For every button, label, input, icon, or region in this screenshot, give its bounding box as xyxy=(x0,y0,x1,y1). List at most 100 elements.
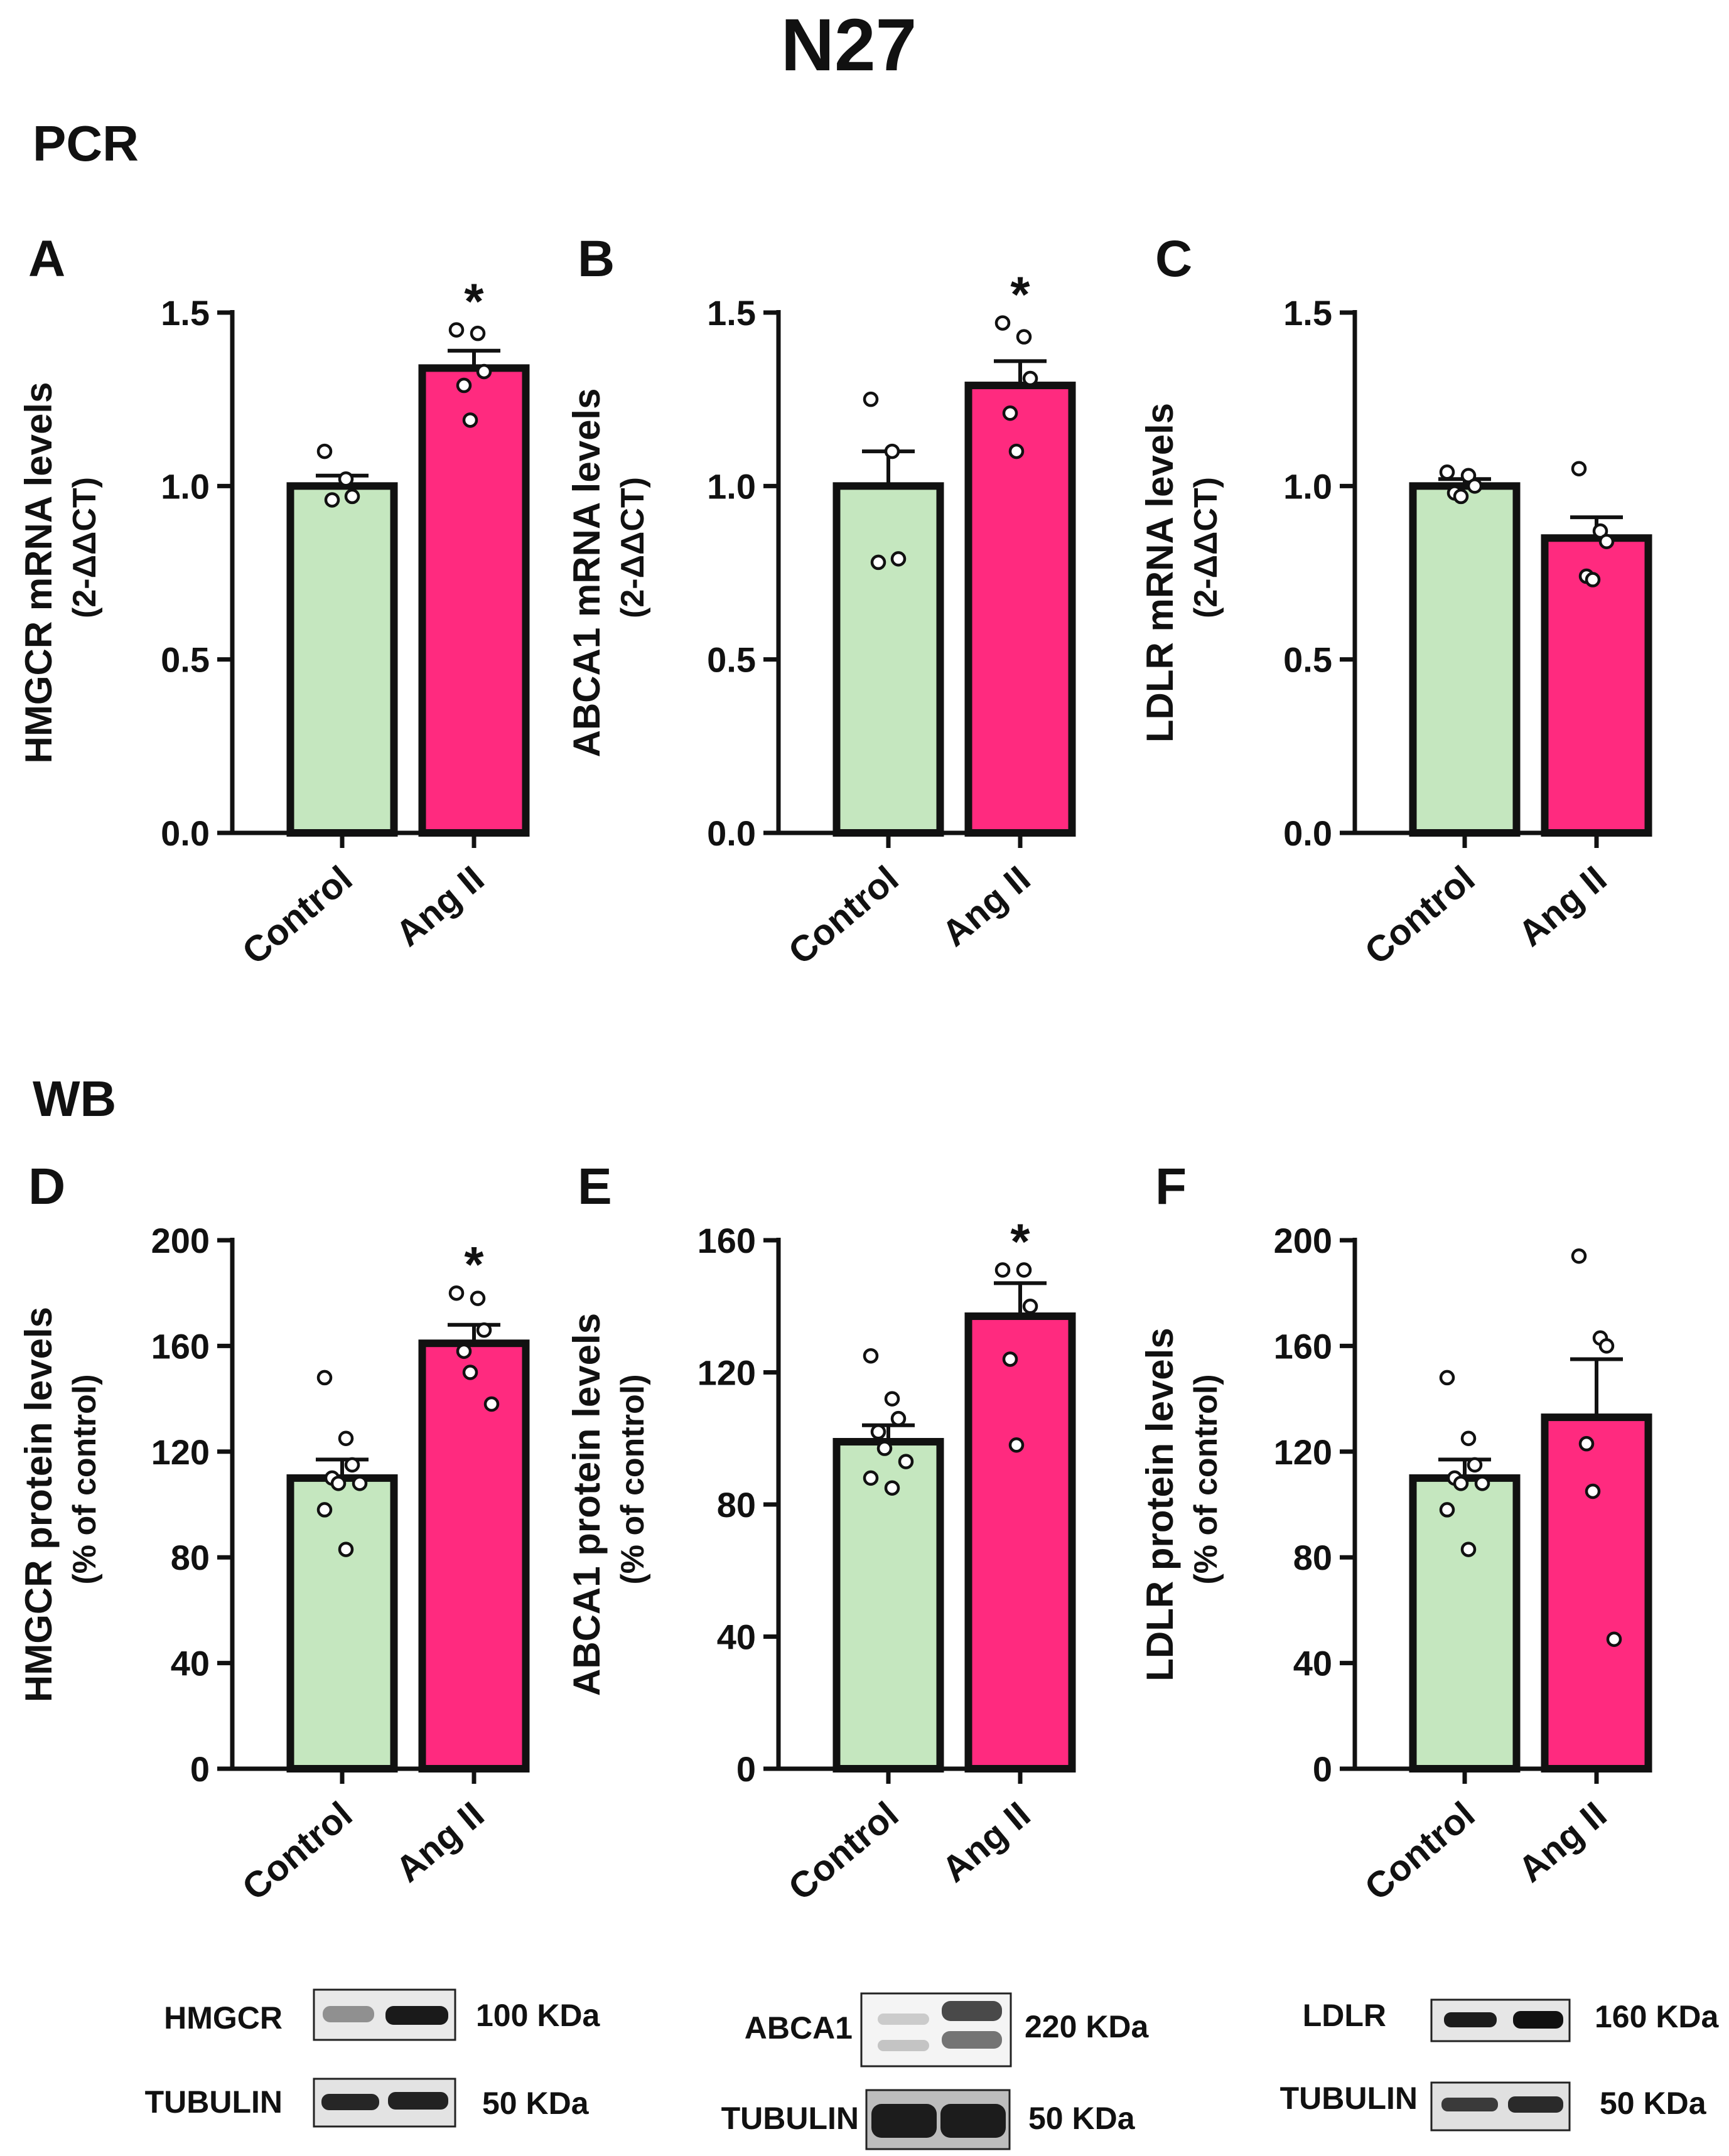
significance-marker: * xyxy=(464,274,484,330)
y-tick-label: 80 xyxy=(171,1538,210,1577)
data-point xyxy=(1571,461,1587,476)
data-point xyxy=(1571,1248,1587,1264)
data-point xyxy=(1022,370,1038,387)
data-point xyxy=(1002,1351,1018,1367)
y-axis-label: LDLR mRNA levels xyxy=(1139,403,1181,743)
y-tick-label: 200 xyxy=(1274,1221,1332,1260)
y-tick-label: 0 xyxy=(1313,1749,1332,1789)
blot-image-tubulin xyxy=(1430,2081,1571,2132)
panel-letter: F xyxy=(1155,1158,1187,1215)
x-tick-label: Control xyxy=(781,1794,907,1908)
y-tick-label: 1.0 xyxy=(1283,466,1332,506)
data-point xyxy=(870,554,886,571)
y-axis-label: HMGCR mRNA levels xyxy=(18,382,60,764)
blot-group-f: LDLR 160 KDa TUBULIN 50 KDa xyxy=(1280,1998,1720,2132)
data-point xyxy=(324,492,340,508)
y-tick-label: 0 xyxy=(736,1749,756,1789)
y-tick-label: 160 xyxy=(1274,1326,1332,1366)
y-tick-label: 1.0 xyxy=(161,466,210,506)
y-axis-label: HMGCR protein levels xyxy=(18,1307,60,1702)
y-axis-label: LDLR protein levels xyxy=(1139,1327,1181,1681)
data-point xyxy=(898,1454,914,1469)
data-point xyxy=(1467,478,1483,494)
section-label-wb: WB xyxy=(33,1071,116,1127)
chart-panel-d: D 0 40 80 120 160 200 Control Ang II * HMGCR prote… xyxy=(18,1158,530,1908)
y-tick-label: 80 xyxy=(717,1485,756,1525)
y-axis-sublabel: (% of control) xyxy=(67,1374,103,1584)
blot-size-label: 160 KDa xyxy=(1595,1999,1720,2034)
data-point xyxy=(1460,1542,1477,1557)
chart-panel-a: A 0.0 0.5 1.0 1.5 Control Ang II * HMGCR mRNA le… xyxy=(18,230,530,972)
blot-group-e: ABCA1 220 KDa TUBULIN 50 KDa xyxy=(721,1992,1150,2150)
blot-protein-label: TUBULIN xyxy=(1280,2081,1418,2116)
y-tick-label: 160 xyxy=(151,1326,210,1366)
y-tick-label: 0.0 xyxy=(707,813,756,853)
data-point xyxy=(1016,1262,1032,1278)
data-point xyxy=(1439,464,1455,480)
y-axis-sublabel: (% of control) xyxy=(1188,1374,1224,1584)
y-tick-label: 0.5 xyxy=(161,640,210,680)
y-tick-label: 1.5 xyxy=(707,293,756,333)
blot-protein-label: TUBULIN xyxy=(145,2084,283,2120)
bar-ang-ii xyxy=(418,364,530,837)
data-point xyxy=(863,391,879,407)
data-point xyxy=(1022,1299,1038,1314)
bar-control xyxy=(1409,1474,1521,1773)
x-tick-label: Control xyxy=(235,858,360,972)
blot-size-label: 220 KDa xyxy=(1025,2009,1150,2044)
data-point xyxy=(470,325,486,341)
data-point xyxy=(352,1476,368,1491)
data-point xyxy=(456,1343,472,1360)
x-tick-label: Control xyxy=(1357,1794,1483,1908)
data-point xyxy=(884,1480,900,1496)
data-point xyxy=(476,1322,492,1338)
blot-image-abca1 xyxy=(860,1992,1012,2068)
data-point xyxy=(884,1391,900,1407)
y-tick-label: 1.0 xyxy=(707,466,756,506)
x-tick-label: Control xyxy=(781,858,907,972)
x-tick-label: Ang II xyxy=(1511,1794,1614,1890)
y-tick-label: 1.5 xyxy=(161,293,210,333)
blot-image-tubulin xyxy=(313,2078,456,2128)
bar-control xyxy=(832,482,944,837)
data-point xyxy=(1585,1483,1601,1499)
significance-marker: * xyxy=(1010,267,1030,323)
y-tick-label: 40 xyxy=(1293,1644,1332,1683)
blot-size-label: 50 KDa xyxy=(1600,2086,1707,2121)
blot-size-label: 100 KDa xyxy=(476,1998,601,2033)
blot-size-label: 50 KDa xyxy=(1028,2101,1136,2136)
bar-ang-ii xyxy=(964,1312,1076,1773)
data-point xyxy=(1008,443,1025,459)
y-tick-label: 40 xyxy=(171,1644,210,1683)
bar-ang-ii xyxy=(418,1339,530,1773)
y-tick-label: 0.0 xyxy=(161,813,210,853)
chart-panel-e: E 0 40 80 120 160 Control Ang II * ABCA1 protein … xyxy=(566,1158,1076,1908)
panel-letter: B xyxy=(578,230,615,287)
data-point xyxy=(1453,488,1469,505)
bar-control xyxy=(1409,482,1521,837)
data-point xyxy=(1474,1476,1490,1491)
data-point xyxy=(1578,1435,1595,1452)
chart-panel-f: F 0 40 80 120 160 200 Control Ang II LDLR protein… xyxy=(1139,1158,1652,1908)
data-point xyxy=(994,1262,1011,1278)
data-point xyxy=(344,1457,360,1473)
y-axis-label: ABCA1 protein levels xyxy=(566,1313,608,1696)
data-point xyxy=(1606,1631,1622,1647)
blot-protein-label: LDLR xyxy=(1303,1998,1386,2033)
data-point xyxy=(890,551,907,567)
data-point xyxy=(338,471,354,487)
blot-protein-label: HMGCR xyxy=(164,2000,283,2035)
chart-panel-c: C 0.0 0.5 1.0 1.5 Control Ang II LDLR mRNA leve… xyxy=(1139,230,1652,972)
data-point xyxy=(1439,1502,1455,1518)
blot-image-hmgcr xyxy=(313,1988,456,2041)
x-tick-label: Control xyxy=(235,1794,360,1908)
data-point xyxy=(890,1410,907,1427)
data-point xyxy=(1598,1338,1615,1354)
data-point xyxy=(863,1470,879,1486)
data-point xyxy=(1439,1370,1455,1386)
data-point xyxy=(876,1440,893,1456)
data-point xyxy=(1598,534,1615,550)
panel-letter: E xyxy=(578,1158,612,1215)
bar-control xyxy=(286,482,398,837)
bar-ang-ii xyxy=(1541,534,1652,837)
